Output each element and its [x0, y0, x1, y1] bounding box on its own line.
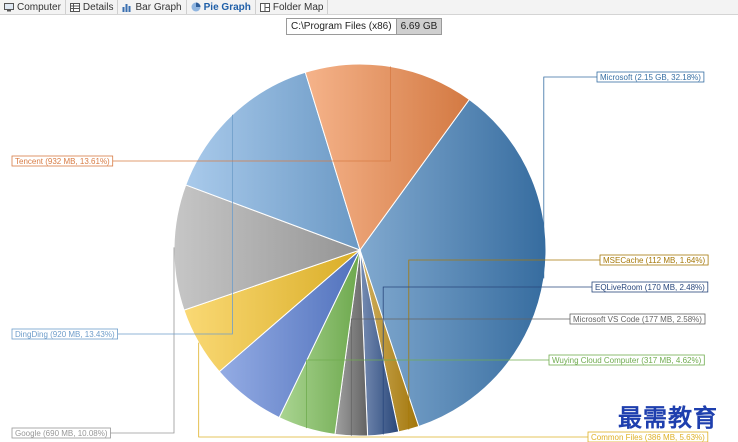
current-path: C:\Program Files (x86) [287, 19, 396, 34]
details-icon [69, 2, 80, 12]
slice-label: MSECache (112 MB, 1.64%) [603, 256, 705, 265]
slice-leader-line [543, 76, 597, 279]
tab-details[interactable]: Details [66, 0, 119, 14]
slice-leader-line [305, 359, 549, 429]
slice-label: DingDing (920 MB, 13.43%) [15, 330, 115, 339]
tab-folder-map[interactable]: Folder Map [256, 0, 329, 14]
slice-leader-line [382, 286, 592, 435]
slice-label-box [11, 328, 118, 340]
tab-bar-graph[interactable]: Bar Graph [118, 0, 187, 14]
tab-label: Pie Graph [203, 1, 251, 13]
slice-leader-line [350, 318, 570, 436]
slice-label-box [569, 313, 706, 325]
slice-label-box [596, 71, 705, 83]
slice-leader-line [110, 247, 175, 434]
slice-leader-line [112, 66, 391, 162]
current-path-indicator: C:\Program Files (x86) 6.69 GB [286, 18, 443, 35]
slice-label-box [11, 155, 114, 167]
tab-label: Bar Graph [135, 1, 182, 13]
slice-leader-line [408, 259, 600, 430]
view-toolbar: Computer Details Bar Graph Pie Graph Fol… [0, 0, 738, 15]
bar-graph-icon [122, 3, 131, 12]
pie-graph-icon [191, 2, 201, 12]
slice-label-box [11, 427, 111, 439]
folder-map-icon [259, 2, 270, 12]
slice-label: Wuying Cloud Computer (317 MB, 4.62%) [552, 356, 702, 365]
tab-label: Computer [17, 1, 61, 13]
tab-label: Folder Map [272, 1, 324, 13]
slice-label-box [548, 354, 705, 366]
watermark-text: 最需教育 [618, 403, 718, 432]
current-path-size: 6.69 GB [395, 19, 442, 34]
slice-label: Microsoft VS Code (177 MB, 2.58%) [573, 315, 702, 324]
tab-pie-graph[interactable]: Pie Graph [187, 0, 256, 14]
pie-slice-google[interactable] [173, 184, 362, 311]
slice-label: EQLiveRoom (170 MB, 2.48%) [595, 283, 705, 292]
slice-label-box [599, 254, 709, 266]
tab-label: Details [82, 1, 114, 13]
slice-label: Microsoft (2.15 GB, 32.18%) [600, 73, 701, 82]
slice-label-box [587, 431, 709, 442]
slice-leader-line [198, 342, 588, 438]
computer-icon [4, 2, 14, 11]
tab-computer[interactable]: Computer [0, 0, 66, 14]
slice-label: Common Files (386 MB, 5.63%) [591, 433, 705, 442]
slice-label-box [591, 281, 709, 293]
pie-slice-microsoft[interactable] [359, 98, 547, 428]
slice-label: Tencent (932 MB, 13.61%) [15, 157, 110, 166]
slice-label: Google (690 MB, 10.08%) [15, 429, 108, 438]
slice-leader-line [117, 114, 233, 335]
